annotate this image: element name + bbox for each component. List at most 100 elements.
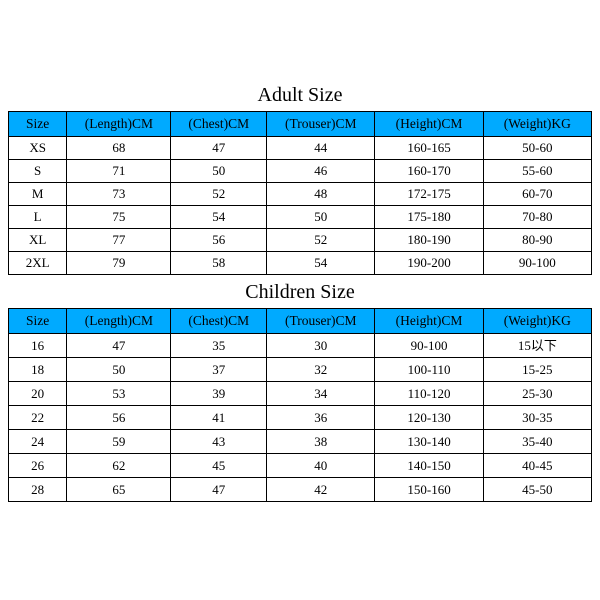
children-table-body: 16 47 35 30 90-100 15以下 18 50 37 32 100-… xyxy=(9,334,592,502)
col-height: (Height)CM xyxy=(375,112,483,137)
table-row: XS 68 47 44 160-165 50-60 xyxy=(9,137,592,160)
cell: 59 xyxy=(67,430,171,454)
cell: 56 xyxy=(171,229,267,252)
cell: 41 xyxy=(171,406,267,430)
cell: 62 xyxy=(67,454,171,478)
cell: 34 xyxy=(267,382,375,406)
cell: 44 xyxy=(267,137,375,160)
cell: 160-170 xyxy=(375,160,483,183)
cell: 110-120 xyxy=(375,382,483,406)
cell: 73 xyxy=(67,183,171,206)
children-size-table: Size (Length)CM (Chest)CM (Trouser)CM (H… xyxy=(8,308,592,502)
cell: XL xyxy=(9,229,67,252)
cell: 100-110 xyxy=(375,358,483,382)
table-row: 16 47 35 30 90-100 15以下 xyxy=(9,334,592,358)
cell: 40-45 xyxy=(483,454,591,478)
cell: 60-70 xyxy=(483,183,591,206)
cell: 47 xyxy=(171,478,267,502)
cell: 48 xyxy=(267,183,375,206)
cell: 18 xyxy=(9,358,67,382)
cell: 30 xyxy=(267,334,375,358)
col-weight: (Weight)KG xyxy=(483,112,591,137)
adult-section-title: Adult Size xyxy=(8,84,592,107)
cell: 140-150 xyxy=(375,454,483,478)
cell: 15-25 xyxy=(483,358,591,382)
adult-table-header: Size (Length)CM (Chest)CM (Trouser)CM (H… xyxy=(9,112,592,137)
cell: L xyxy=(9,206,67,229)
cell: 28 xyxy=(9,478,67,502)
cell: 150-160 xyxy=(375,478,483,502)
cell: 56 xyxy=(67,406,171,430)
col-trouser: (Trouser)CM xyxy=(267,309,375,334)
col-chest: (Chest)CM xyxy=(171,112,267,137)
col-height: (Height)CM xyxy=(375,309,483,334)
size-chart-page: Adult Size Size (Length)CM (Chest)CM (Tr… xyxy=(0,0,600,600)
cell: M xyxy=(9,183,67,206)
table-row: L 75 54 50 175-180 70-80 xyxy=(9,206,592,229)
cell: 25-30 xyxy=(483,382,591,406)
col-trouser: (Trouser)CM xyxy=(267,112,375,137)
table-row: S 71 50 46 160-170 55-60 xyxy=(9,160,592,183)
cell: 54 xyxy=(171,206,267,229)
cell: 160-165 xyxy=(375,137,483,160)
cell: 50-60 xyxy=(483,137,591,160)
cell: 53 xyxy=(67,382,171,406)
cell: 42 xyxy=(267,478,375,502)
cell: 70-80 xyxy=(483,206,591,229)
col-weight: (Weight)KG xyxy=(483,309,591,334)
cell: 90-100 xyxy=(375,334,483,358)
col-length: (Length)CM xyxy=(67,112,171,137)
table-row: 2XL 79 58 54 190-200 90-100 xyxy=(9,252,592,275)
col-size: Size xyxy=(9,309,67,334)
cell: S xyxy=(9,160,67,183)
cell: 79 xyxy=(67,252,171,275)
cell: 52 xyxy=(267,229,375,252)
cell: 175-180 xyxy=(375,206,483,229)
cell: 40 xyxy=(267,454,375,478)
cell: 172-175 xyxy=(375,183,483,206)
cell: 16 xyxy=(9,334,67,358)
cell: 45-50 xyxy=(483,478,591,502)
cell: 43 xyxy=(171,430,267,454)
cell: 32 xyxy=(267,358,375,382)
table-row: 18 50 37 32 100-110 15-25 xyxy=(9,358,592,382)
cell: 65 xyxy=(67,478,171,502)
cell: 35 xyxy=(171,334,267,358)
cell: 20 xyxy=(9,382,67,406)
cell: 75 xyxy=(67,206,171,229)
cell: 47 xyxy=(171,137,267,160)
adult-size-table: Size (Length)CM (Chest)CM (Trouser)CM (H… xyxy=(8,111,592,275)
table-row: M 73 52 48 172-175 60-70 xyxy=(9,183,592,206)
cell: 37 xyxy=(171,358,267,382)
adult-table-body: XS 68 47 44 160-165 50-60 S 71 50 46 160… xyxy=(9,137,592,275)
cell: 120-130 xyxy=(375,406,483,430)
cell: 50 xyxy=(171,160,267,183)
cell: 71 xyxy=(67,160,171,183)
cell: 30-35 xyxy=(483,406,591,430)
cell: 39 xyxy=(171,382,267,406)
cell: 58 xyxy=(171,252,267,275)
cell: 47 xyxy=(67,334,171,358)
col-chest: (Chest)CM xyxy=(171,309,267,334)
table-row: 24 59 43 38 130-140 35-40 xyxy=(9,430,592,454)
cell: 22 xyxy=(9,406,67,430)
cell: 54 xyxy=(267,252,375,275)
cell: 190-200 xyxy=(375,252,483,275)
cell: 50 xyxy=(267,206,375,229)
cell: 36 xyxy=(267,406,375,430)
cell: 77 xyxy=(67,229,171,252)
cell: 24 xyxy=(9,430,67,454)
cell: 2XL xyxy=(9,252,67,275)
cell: 90-100 xyxy=(483,252,591,275)
cell: XS xyxy=(9,137,67,160)
cell: 46 xyxy=(267,160,375,183)
cell: 50 xyxy=(67,358,171,382)
col-length: (Length)CM xyxy=(67,309,171,334)
table-row: 28 65 47 42 150-160 45-50 xyxy=(9,478,592,502)
table-row: 20 53 39 34 110-120 25-30 xyxy=(9,382,592,406)
table-row: XL 77 56 52 180-190 80-90 xyxy=(9,229,592,252)
cell: 130-140 xyxy=(375,430,483,454)
table-row: 26 62 45 40 140-150 40-45 xyxy=(9,454,592,478)
cell: 68 xyxy=(67,137,171,160)
cell: 26 xyxy=(9,454,67,478)
